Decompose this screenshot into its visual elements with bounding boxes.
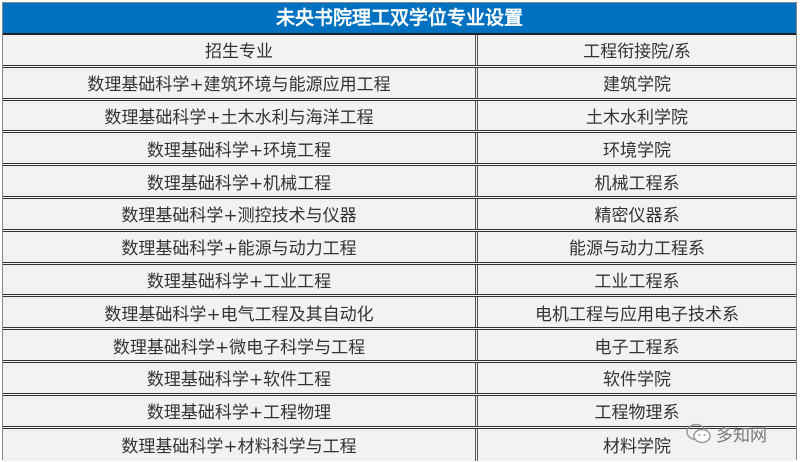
table-title: 未央书院理工双学位专业设置 bbox=[3, 3, 796, 35]
department-cell: 材料学院 bbox=[478, 428, 796, 462]
major-cell: 数理基础科学+测控技术与仪器 bbox=[3, 198, 478, 229]
wechat-icon bbox=[686, 423, 712, 445]
department-cell: 工业工程系 bbox=[478, 264, 796, 295]
table-row: 数理基础科学+建筑环境与能源应用工程 建筑学院 bbox=[3, 67, 796, 101]
table-row: 数理基础科学+能源与动力工程 能源与动力工程系 bbox=[3, 231, 796, 265]
department-cell: 机械工程系 bbox=[478, 166, 796, 196]
major-cell: 数理基础科学+土木水利与海洋工程 bbox=[3, 100, 478, 131]
department-cell: 土木水利学院 bbox=[478, 100, 796, 131]
table-row: 数理基础科学+土木水利与海洋工程 土木水利学院 bbox=[3, 100, 796, 134]
table-header-row: 招生专业 工程衔接院/系 bbox=[3, 35, 796, 68]
major-cell: 数理基础科学+微电子科学与工程 bbox=[3, 330, 478, 360]
major-cell: 数理基础科学+工程物理 bbox=[3, 395, 478, 426]
header-major: 招生专业 bbox=[3, 35, 478, 65]
major-cell: 数理基础科学+电气工程及其自动化 bbox=[3, 297, 478, 328]
department-cell: 建筑学院 bbox=[478, 67, 796, 98]
table-row: 数理基础科学+环境工程 环境学院 bbox=[3, 133, 796, 167]
department-cell: 精密仪器系 bbox=[478, 198, 796, 229]
table-row: 数理基础科学+测控技术与仪器 精密仪器系 bbox=[3, 198, 796, 232]
department-cell: 电机工程与应用电子技术系 bbox=[478, 297, 796, 328]
department-cell: 能源与动力工程系 bbox=[478, 231, 796, 262]
department-cell: 环境学院 bbox=[478, 133, 796, 164]
department-cell: 工程物理系 bbox=[478, 395, 796, 426]
major-cell: 数理基础科学+能源与动力工程 bbox=[3, 231, 478, 262]
major-cell: 数理基础科学+软件工程 bbox=[3, 362, 478, 393]
major-cell: 数理基础科学+机械工程 bbox=[3, 166, 478, 196]
department-cell: 软件学院 bbox=[478, 362, 796, 393]
table-row: 数理基础科学+软件工程 软件学院 bbox=[3, 362, 796, 396]
department-cell: 电子工程系 bbox=[478, 330, 796, 360]
major-cell: 数理基础科学+工业工程 bbox=[3, 264, 478, 295]
watermark-text: 多知网 bbox=[716, 426, 767, 446]
major-cell: 数理基础科学+建筑环境与能源应用工程 bbox=[3, 67, 478, 98]
table-row: 数理基础科学+机械工程 机械工程系 bbox=[3, 166, 796, 199]
table-row: 数理基础科学+电气工程及其自动化 电机工程与应用电子技术系 bbox=[3, 297, 796, 331]
watermark: 多知网 bbox=[686, 421, 767, 446]
major-cell: 数理基础科学+环境工程 bbox=[3, 133, 478, 164]
table-row: 数理基础科学+材料科学与工程 材料学院 bbox=[3, 428, 796, 462]
table-row: 数理基础科学+工程物理 工程物理系 bbox=[3, 395, 796, 429]
header-department: 工程衔接院/系 bbox=[478, 35, 796, 65]
table-row: 数理基础科学+工业工程 工业工程系 bbox=[3, 264, 796, 298]
table-row: 数理基础科学+微电子科学与工程 电子工程系 bbox=[3, 330, 796, 363]
major-cell: 数理基础科学+材料科学与工程 bbox=[3, 428, 478, 462]
